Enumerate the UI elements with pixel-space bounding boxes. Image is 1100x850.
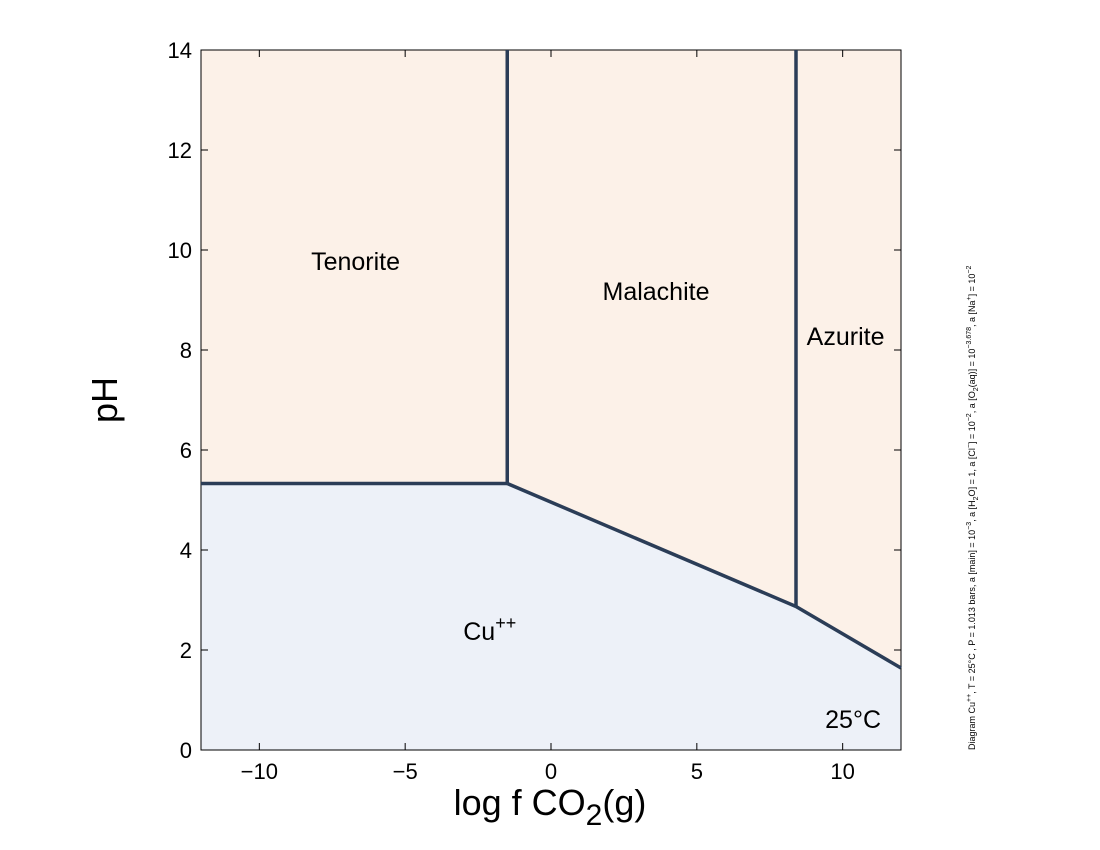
x-axis-title-end: (g) bbox=[602, 782, 646, 823]
field-label-azurite: Azurite bbox=[807, 323, 885, 351]
y-tick-label: 14 bbox=[168, 38, 192, 63]
boundary-azurite-cu bbox=[795, 604, 902, 670]
tick-labels: −10 −5 0 5 10 0 2 4 6 8 10 12 14 bbox=[168, 38, 855, 784]
x-tick-label: −5 bbox=[393, 759, 418, 784]
field-label-tenorite: Tenorite bbox=[311, 248, 400, 276]
conditions-note: Diagram Cu++, T = 25°C , P = 1.013 bars,… bbox=[966, 266, 980, 750]
stability-fields bbox=[201, 50, 901, 750]
y-tick-label: 2 bbox=[180, 638, 192, 663]
plot-frame bbox=[200, 49, 902, 751]
y-tick-label: 12 bbox=[168, 138, 192, 163]
x-tick-label: 0 bbox=[545, 759, 557, 784]
y-tick-label: 8 bbox=[180, 338, 192, 363]
boundary-malachite-cu bbox=[506, 481, 797, 609]
x-tick-label: 5 bbox=[691, 759, 703, 784]
y-axis-title: pH bbox=[84, 377, 125, 423]
field-label-cu-: Cu++ bbox=[463, 613, 516, 646]
x-axis-title-sub: 2 bbox=[586, 799, 603, 832]
x-axis-title: log f CO2(g) bbox=[454, 782, 647, 832]
field-labels: Tenorite Malachite Azurite Cu++ bbox=[311, 248, 884, 646]
field-tenorite-area bbox=[201, 50, 508, 484]
y-tick-label: 4 bbox=[180, 538, 192, 563]
phase-boundaries bbox=[201, 50, 902, 670]
y-tick-label: 0 bbox=[180, 738, 192, 763]
x-tick-label: 10 bbox=[830, 759, 854, 784]
y-tick-label: 10 bbox=[168, 238, 192, 263]
temperature-label: 25°C bbox=[825, 706, 881, 734]
field-azurite-area bbox=[796, 50, 901, 668]
field-malachite-area bbox=[507, 50, 796, 607]
y-tick-label: 6 bbox=[180, 438, 192, 463]
x-tick-label: −10 bbox=[241, 759, 278, 784]
field-cu--area bbox=[201, 483, 901, 750]
field-label-malachite: Malachite bbox=[603, 278, 710, 306]
x-axis-title-main: log f CO bbox=[454, 782, 586, 823]
